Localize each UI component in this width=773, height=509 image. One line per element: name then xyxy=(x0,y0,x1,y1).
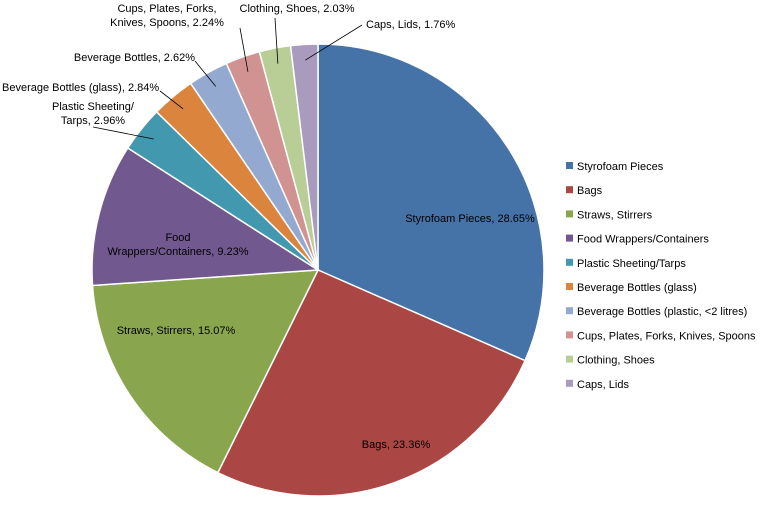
legend-label-beverage-bottles-plastic-2-litres: Beverage Bottles (plastic, <2 litres) xyxy=(577,306,747,318)
legend-swatch-plastic-sheeting-tarps xyxy=(566,258,573,266)
data-label-caps-lids: Caps, Lids, 1.76% xyxy=(366,19,455,31)
leader-line-caps-lids xyxy=(304,24,363,61)
leader-lines xyxy=(92,17,363,140)
pie-slice-caps-lids xyxy=(289,43,319,271)
pie-slice-straws-stirrers xyxy=(91,269,320,474)
legend-label-straws-stirrers: Straws, Stirrers xyxy=(577,209,653,221)
legend-label-cups-plates-forks-knives-spoons: Cups, Plates, Forks, Knives, Spoons xyxy=(577,330,756,342)
data-label-clothing-shoes: Clothing, Shoes, 2.03% xyxy=(240,3,355,15)
data-labels: Styrofoam Pieces, 28.65% Bags, 23.36% Stra… xyxy=(2,3,535,451)
legend-label-beverage-bottles-glass: Beverage Bottles (glass) xyxy=(577,282,697,294)
legend-label-caps-lids: Caps, Lids xyxy=(577,379,629,391)
legend-swatch-bags xyxy=(566,186,573,194)
data-label-beverage-bottles-glass: Beverage Bottles (glass), 2.84% xyxy=(2,82,159,94)
pie-slice-styrofoam-pieces xyxy=(317,43,545,362)
legend-swatch-straws-stirrers xyxy=(566,210,573,218)
data-label-bags: Bags, 23.36% xyxy=(362,439,431,451)
data-label-styrofoam-pieces: Styrofoam Pieces, 28.65% xyxy=(405,213,535,225)
legend-swatch-beverage-bottles-glass xyxy=(566,283,573,290)
legend-label-bags: Bags xyxy=(577,185,603,197)
legend-label-plastic-sheeting-tarps: Plastic Sheeting/Tarps xyxy=(577,258,686,270)
pie-slices xyxy=(91,43,545,497)
legend-swatch-beverage-bottles-plastic-2-litres xyxy=(566,307,573,315)
data-label-food-wrappers-containers: Food Wrappers/Containers, 9.23% xyxy=(107,232,248,258)
leader-line-beverage-bottles-glass xyxy=(159,90,184,110)
legend-label-clothing-shoes: Clothing, Shoes xyxy=(577,355,655,367)
pie-slice-food-wrappers-containers xyxy=(91,146,321,287)
leader-line-cups-plates-forks-knives-spoons xyxy=(239,27,249,72)
legend-swatch-caps-lids xyxy=(566,379,573,387)
data-label-plastic-sheeting-tarps: Plastic Sheeting/Tarps, 2.96% xyxy=(52,101,135,127)
leader-line-beverage-bottles-plastic-2-litres xyxy=(194,60,217,87)
pie-slice-bags xyxy=(216,269,527,497)
legend-swatch-food-wrappers-containers xyxy=(566,234,573,242)
leader-line-clothing-shoes xyxy=(274,17,279,64)
data-label-cups-plates-forks-knives-spoons: Cups, Plates, Forks, Knives, Spoons, 2.24… xyxy=(110,3,224,29)
legend-swatch-clothing-shoes xyxy=(566,355,573,363)
data-label-beverage-bottles-plastic-2-litres: Beverage Bottles, 2.62% xyxy=(74,52,195,64)
data-label-straws-stirrers: Straws, Stirrers, 15.07% xyxy=(117,325,236,337)
legend-swatch-styrofoam-pieces xyxy=(566,162,573,169)
leader-line-plastic-sheeting-tarps xyxy=(92,126,154,140)
legend-swatch-cups-plates-forks-knives-spoons xyxy=(566,331,573,339)
legend-label-food-wrappers-containers: Food Wrappers/Containers xyxy=(577,234,709,246)
legend-label-styrofoam-pieces: Styrofoam Pieces xyxy=(577,161,664,173)
legend: Styrofoam Pieces Bags Straws, Stirrers Food… xyxy=(566,161,756,391)
